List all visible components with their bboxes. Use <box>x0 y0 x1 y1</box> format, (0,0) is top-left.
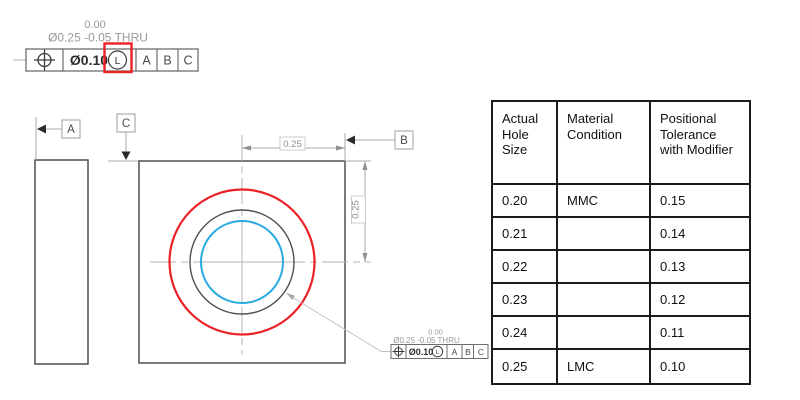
fcf-datum-a: A <box>452 347 458 357</box>
cell-hole-size: 0.23 <box>493 284 558 317</box>
cell-hole-size: 0.21 <box>493 218 558 251</box>
feature-control-frame-top: 0.00 Ø0.25 -0.05 THRU Ø0.10 L A <box>13 19 199 74</box>
fcf-datum-a: A <box>142 54 151 68</box>
bonus-tolerance-table: Actual Hole Size Material Condition Posi… <box>491 100 751 385</box>
dimension-label-box <box>279 136 306 151</box>
horizontal-dimension: 0.25 <box>242 136 345 151</box>
deviation-note: 0.00 <box>84 19 105 31</box>
position-tolerance-value: Ø0.10 <box>70 52 108 68</box>
fcf-datum-c: C <box>478 347 484 357</box>
datum-c-label: C <box>122 118 130 130</box>
cell-material-condition: LMC <box>558 350 651 383</box>
lmc-tolerance-zone-circle <box>168 188 316 336</box>
position-symbol-icon <box>392 345 405 358</box>
datum-b-label: B <box>400 135 408 147</box>
fcf-datum-b: B <box>465 347 471 357</box>
vertical-dimension: 0.25 <box>345 160 371 262</box>
cell-hole-size: 0.24 <box>493 317 558 350</box>
cell-tolerance: 0.12 <box>651 284 749 317</box>
cell-tolerance: 0.15 <box>651 185 749 218</box>
fcf-box <box>390 344 489 359</box>
header-material-condition: Material Condition <box>558 102 651 185</box>
hole-size-callout: Ø0.25 -0.05 THRU <box>393 336 460 345</box>
horizontal-dimension-value: 0.25 <box>283 139 302 150</box>
header-actual-hole-size: Actual Hole Size <box>493 102 558 185</box>
datum-a-flag: A <box>35 117 81 160</box>
fcf-datum-c: C <box>183 54 192 68</box>
arrow-up-icon <box>362 161 368 170</box>
hole-mmc-circle <box>189 209 295 315</box>
cell-material-condition <box>558 218 651 251</box>
datum-c-flag: C <box>116 113 136 160</box>
part-side-view <box>34 159 89 365</box>
position-symbol-icon <box>34 49 55 71</box>
cell-material-condition <box>558 317 651 350</box>
datum-a-box <box>61 119 81 139</box>
datum-c-triangle-icon <box>121 151 131 160</box>
vertical-dimension-value: 0.25 <box>351 200 362 219</box>
fcf-datum-b: B <box>163 54 171 68</box>
hole-size-callout: Ø0.25 -0.05 THRU <box>48 31 148 45</box>
cell-hole-size: 0.20 <box>493 185 558 218</box>
cell-hole-size: 0.22 <box>493 251 558 284</box>
cell-hole-size: 0.25 <box>493 350 558 383</box>
dimension-label-box <box>351 195 366 224</box>
datum-b-triangle-icon <box>346 135 355 145</box>
position-tolerance-value: Ø0.10 <box>409 347 434 357</box>
lmc-modifier-letter: L <box>436 349 440 356</box>
cell-tolerance: 0.13 <box>651 251 749 284</box>
lmc-modifier-letter: L <box>115 55 121 67</box>
lmc-modifier-icon: L <box>431 345 444 358</box>
centerlines <box>150 135 371 355</box>
cell-material-condition: MMC <box>558 185 651 218</box>
cell-tolerance: 0.11 <box>651 317 749 350</box>
datum-a-label: A <box>67 124 75 136</box>
cell-tolerance: 0.10 <box>651 350 749 383</box>
deviation-note: 0.00 <box>428 328 443 337</box>
lmc-modifier-icon: L <box>107 50 128 70</box>
cell-material-condition <box>558 284 651 317</box>
arrow-right-icon <box>336 145 345 151</box>
datum-a-triangle-icon <box>37 124 46 134</box>
cell-material-condition <box>558 251 651 284</box>
hole-lmc-circle <box>200 220 284 304</box>
leader-line-diagonal <box>286 293 382 352</box>
arrow-down-icon <box>362 253 368 262</box>
feature-control-frame-leader: 0.00 Ø0.25 -0.05 THRU Ø0.10 L A B C <box>286 293 489 359</box>
cell-tolerance: 0.14 <box>651 218 749 251</box>
arrow-left-icon <box>242 145 251 151</box>
modifier-highlight-box <box>103 42 133 74</box>
header-positional-tolerance: Positional Tolerance with Modifier <box>651 102 749 185</box>
datum-b-flag: B <box>344 130 414 161</box>
datum-b-box <box>394 130 414 150</box>
